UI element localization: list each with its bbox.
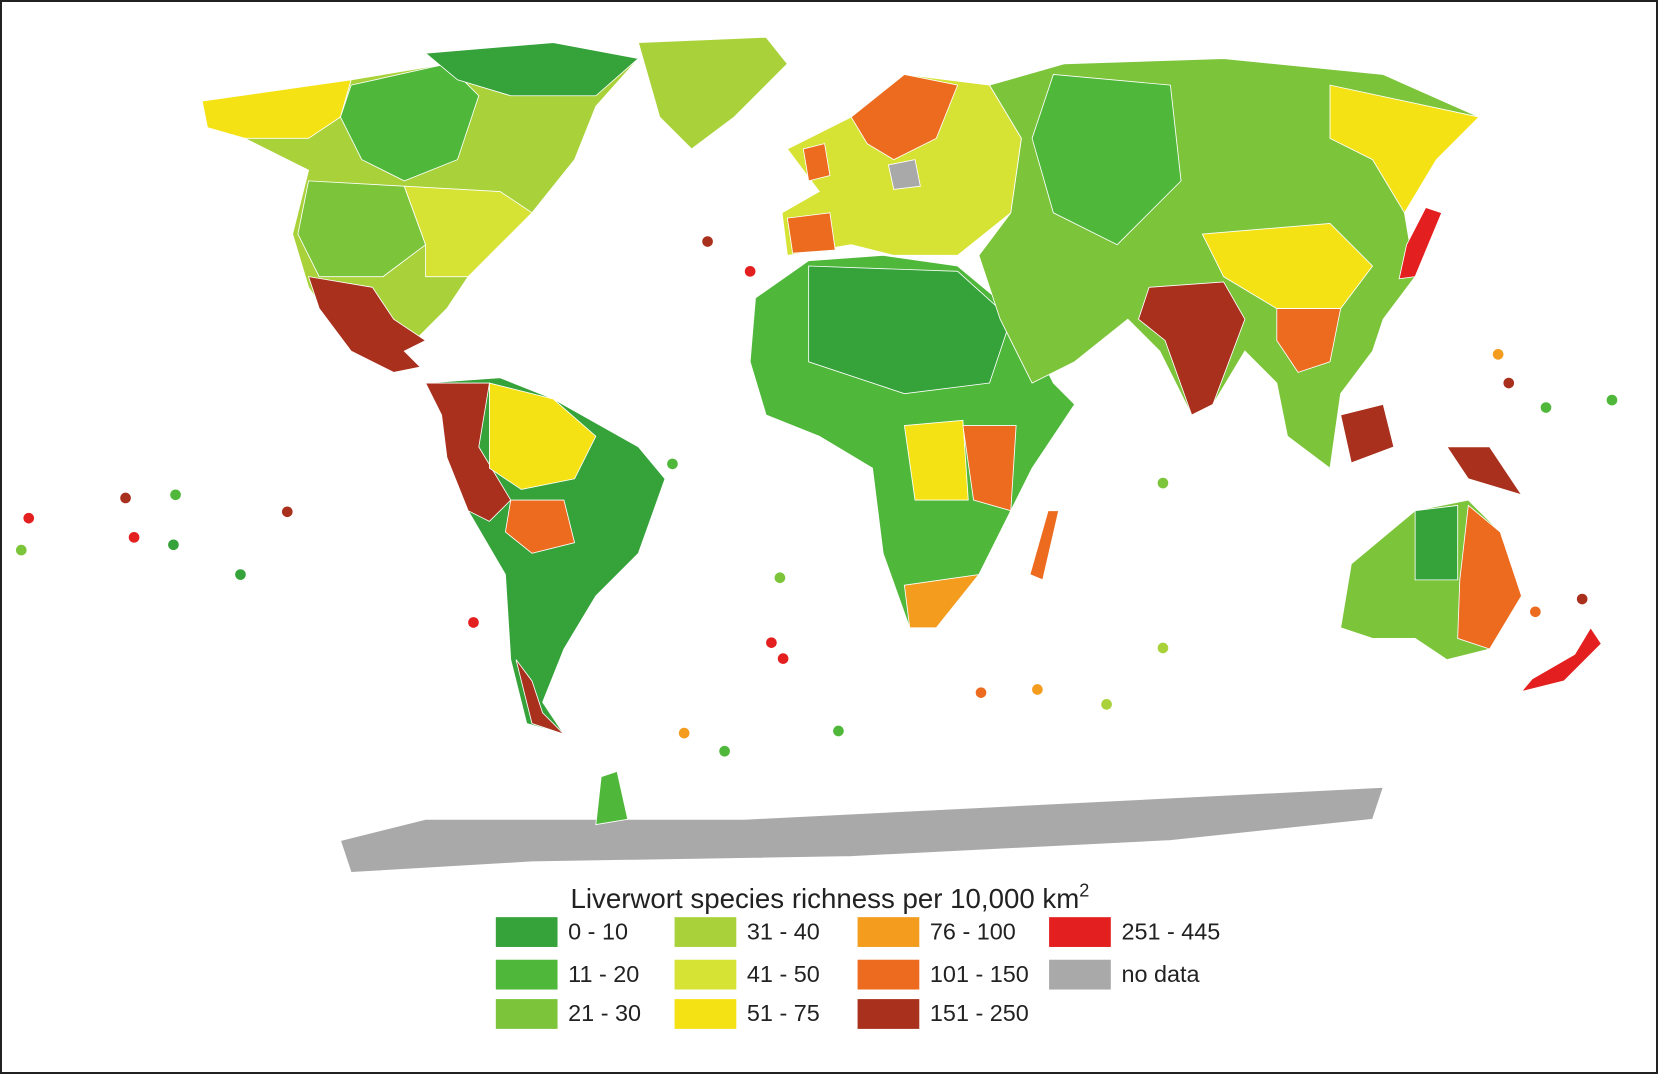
- usa-east: [403, 185, 533, 278]
- legend-swatch: [857, 999, 920, 1029]
- australia-north: [1414, 504, 1459, 581]
- island: [168, 539, 179, 551]
- legend-label: 11 - 20: [568, 961, 639, 987]
- legend-label: 251 - 445: [1121, 918, 1220, 944]
- legend-swatch: [857, 917, 920, 947]
- scandinavia: [850, 74, 959, 161]
- island: [678, 727, 690, 739]
- island: [719, 745, 730, 757]
- british-isles: [802, 143, 831, 182]
- island: [235, 569, 246, 580]
- legend-swatch: [674, 999, 737, 1029]
- australia-east: [1457, 504, 1522, 650]
- island: [1576, 593, 1588, 605]
- legend-swatch: [495, 999, 558, 1029]
- siberia-west: [1031, 74, 1182, 246]
- legend-swatch: [1049, 959, 1111, 990]
- island: [702, 236, 713, 247]
- madagascar: [1029, 510, 1060, 581]
- alaska: [201, 79, 352, 139]
- legend-swatch: [1049, 917, 1111, 947]
- antarctic-peninsula: [595, 770, 629, 826]
- bolivia: [504, 499, 576, 554]
- legend-title-sup: 2: [1079, 880, 1089, 900]
- island: [744, 266, 756, 277]
- legend-swatch: [674, 959, 737, 990]
- island: [170, 489, 181, 501]
- iberia: [786, 212, 836, 254]
- legend-swatch: [857, 959, 920, 990]
- legend-label: no data: [1121, 961, 1200, 987]
- sahara: [808, 265, 1012, 395]
- legend-label: 21 - 30: [568, 1000, 641, 1026]
- japan: [1398, 206, 1443, 280]
- borneo: [1340, 403, 1395, 464]
- island: [1503, 377, 1515, 389]
- legend-label: 76 - 100: [930, 918, 1016, 944]
- island: [1101, 699, 1112, 710]
- antarctica: [339, 786, 1384, 873]
- congo: [903, 419, 969, 501]
- southeast-asia: [1276, 308, 1342, 373]
- island: [1606, 394, 1618, 406]
- far-east: [1329, 84, 1480, 214]
- legend-swatch: [495, 917, 558, 947]
- patagonia: [515, 659, 565, 735]
- greenland: [637, 36, 788, 150]
- island: [1540, 402, 1552, 413]
- legend-label: 51 - 75: [747, 1000, 820, 1026]
- legend-label: 41 - 50: [747, 961, 820, 987]
- legend-label: 151 - 250: [930, 1000, 1029, 1026]
- island: [1530, 606, 1541, 618]
- island: [1157, 642, 1169, 654]
- legend-title-text: Liverwort species richness per 10,000 km: [570, 884, 1079, 915]
- legend-label: 0 - 10: [568, 918, 628, 944]
- new-guinea: [1446, 446, 1523, 496]
- island: [120, 492, 131, 504]
- south-africa: [903, 573, 980, 629]
- island: [128, 532, 140, 543]
- island: [667, 458, 678, 470]
- canada-arctic: [424, 42, 640, 97]
- new-zealand: [1520, 626, 1602, 693]
- island: [15, 544, 27, 556]
- island: [777, 653, 789, 664]
- island: [833, 725, 844, 737]
- island: [774, 572, 786, 584]
- islands: [15, 236, 1618, 757]
- andes: [424, 382, 512, 522]
- island: [1492, 348, 1504, 360]
- island: [975, 687, 987, 698]
- legend-label: 31 - 40: [747, 918, 820, 944]
- legend-title: Liverwort species richness per 10,000 km…: [570, 880, 1089, 914]
- island: [468, 617, 479, 628]
- legend: 0 - 10 11 - 20 21 - 30 31 - 40 41 - 50 51 - 7…: [495, 917, 1220, 1029]
- island: [1032, 684, 1043, 695]
- alps: [887, 159, 921, 190]
- world-map: Liverwort species richness per 10,000 km…: [15, 36, 1618, 1029]
- island: [281, 506, 293, 518]
- legend-swatch: [495, 959, 558, 990]
- island: [766, 637, 777, 648]
- legend-label: 101 - 150: [930, 961, 1029, 987]
- india: [1137, 281, 1246, 416]
- island: [1157, 477, 1169, 489]
- mexico: [307, 276, 427, 373]
- legend-swatch: [674, 917, 737, 947]
- east-africa: [962, 425, 1017, 512]
- amazon: [489, 382, 597, 490]
- island: [23, 512, 35, 524]
